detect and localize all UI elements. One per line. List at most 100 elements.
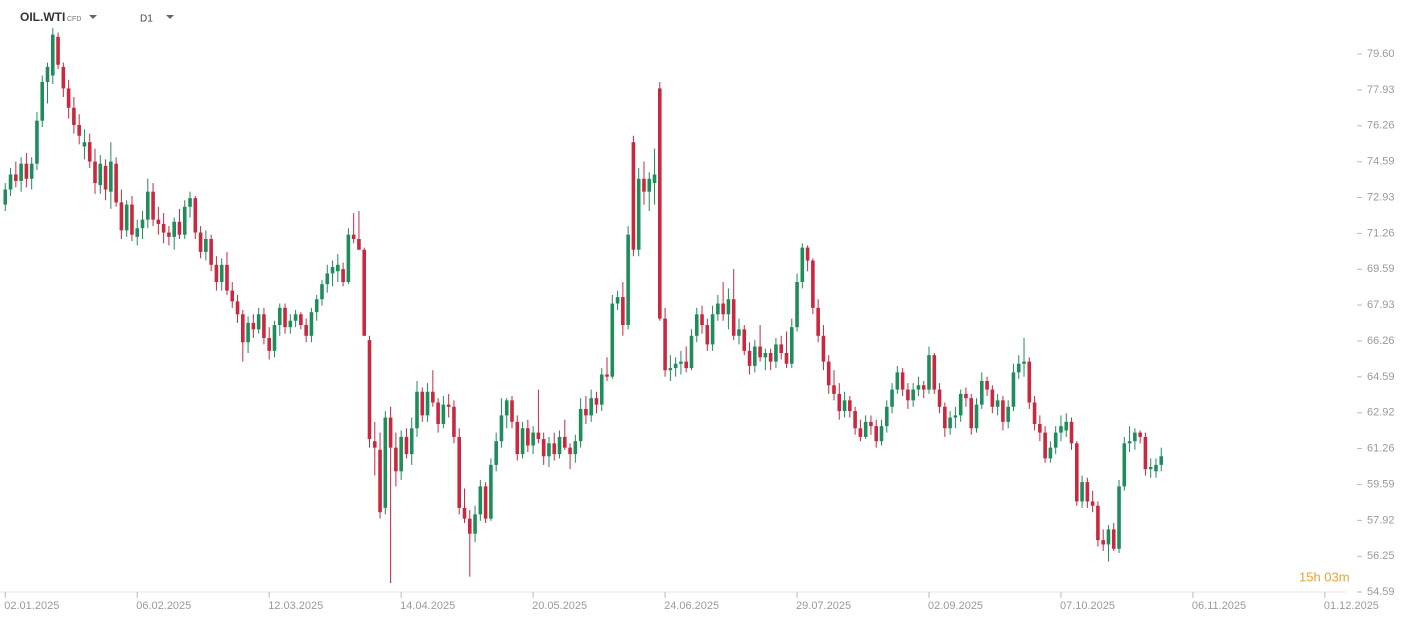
x-tick-label: 06.02.2025 [136,600,191,612]
candle-body [283,307,287,328]
candle-body [314,299,319,313]
candle-body [336,264,340,272]
candle-body [652,174,657,184]
candle-body [863,421,868,437]
candle-body [135,228,140,237]
candle-body [573,441,578,455]
candle-body [372,441,377,448]
candle-body [1159,456,1164,465]
candle-body [927,355,931,390]
candle-body [103,165,108,190]
candle-body [145,191,150,220]
candle-body [705,325,710,345]
candle-body [906,389,910,401]
candle-body [858,428,863,437]
candle-body [82,142,87,147]
candle-body [93,161,97,184]
candle-body [890,389,894,407]
candle-body [721,303,725,315]
x-tick-label: 02.09.2025 [928,600,983,612]
candle-body [710,314,715,345]
candle-body [262,314,266,338]
candle-body [425,391,430,416]
y-tick-label: 79.60 [1367,48,1395,60]
candle-body [1143,436,1148,470]
candle-body [531,432,535,446]
candle-body [98,163,103,186]
candle-body [182,206,187,235]
candle-body [436,402,440,424]
candle-body [737,329,741,336]
candle-body [1027,361,1032,403]
candle-body [937,389,942,407]
candle-body [911,389,915,401]
candle-body [547,443,551,457]
candle-body [330,266,335,274]
candle-body [689,335,694,369]
timeframe-dropdown[interactable] [166,15,174,19]
candle-body [473,514,477,534]
candle-body [626,234,630,326]
candle-body [969,398,974,429]
candle-body [816,307,820,336]
candle-body [1085,482,1090,502]
candle-body [325,273,330,285]
candle-body [299,314,303,326]
candle-body [1069,421,1074,444]
candle-body [1138,432,1142,437]
candle-body [267,337,271,351]
candle-body [1048,447,1053,459]
candle-body [8,174,13,190]
candle-body [826,361,831,386]
candle-body [404,436,409,455]
candle-body [346,234,351,283]
symbol[interactable]: OIL.WTI [20,10,65,24]
candle-body [700,314,704,326]
candle-body [1122,443,1127,487]
candle-body [209,238,213,265]
candle-body [19,163,23,181]
candle-body [985,380,989,390]
candle-body [1059,426,1063,433]
symbol-dropdown[interactable] [89,15,97,19]
candle-body [478,486,483,515]
x-tick-label: 12.03.2025 [268,600,323,612]
candle-body [853,411,857,429]
candle-body [1101,540,1105,545]
candle-body [811,260,815,308]
candle-body [520,428,525,455]
candle-body [367,340,372,440]
candle-body [504,400,509,416]
candle-body [1111,529,1116,549]
x-tick-label: 29.07.2025 [796,600,851,612]
candle-body [599,374,604,405]
candle-body [763,353,768,358]
candle-body [1006,406,1010,422]
candle-body [288,320,293,328]
candle-body [72,107,76,125]
candle-body [357,238,361,250]
candle-body [1127,441,1132,444]
candle-body [35,120,39,164]
candle-body [351,234,356,239]
y-tick-label: 69.59 [1367,263,1395,275]
candle-body [874,426,879,442]
candle-body [246,322,250,343]
candle-body [394,447,398,472]
timeframe[interactable]: D1 [140,14,153,25]
candle-body [779,344,784,354]
candle-body [457,436,462,508]
candle-body [943,406,947,429]
candle-body [188,198,192,207]
candle-body [256,314,261,330]
candle-body [446,404,451,407]
candle-body [467,518,472,534]
candle-body [916,385,921,390]
candle-body [837,393,842,412]
candle-body [869,421,873,427]
candle-body [747,350,752,366]
candle-body [124,204,129,231]
candle-body [615,297,620,304]
candle-body [77,124,81,136]
